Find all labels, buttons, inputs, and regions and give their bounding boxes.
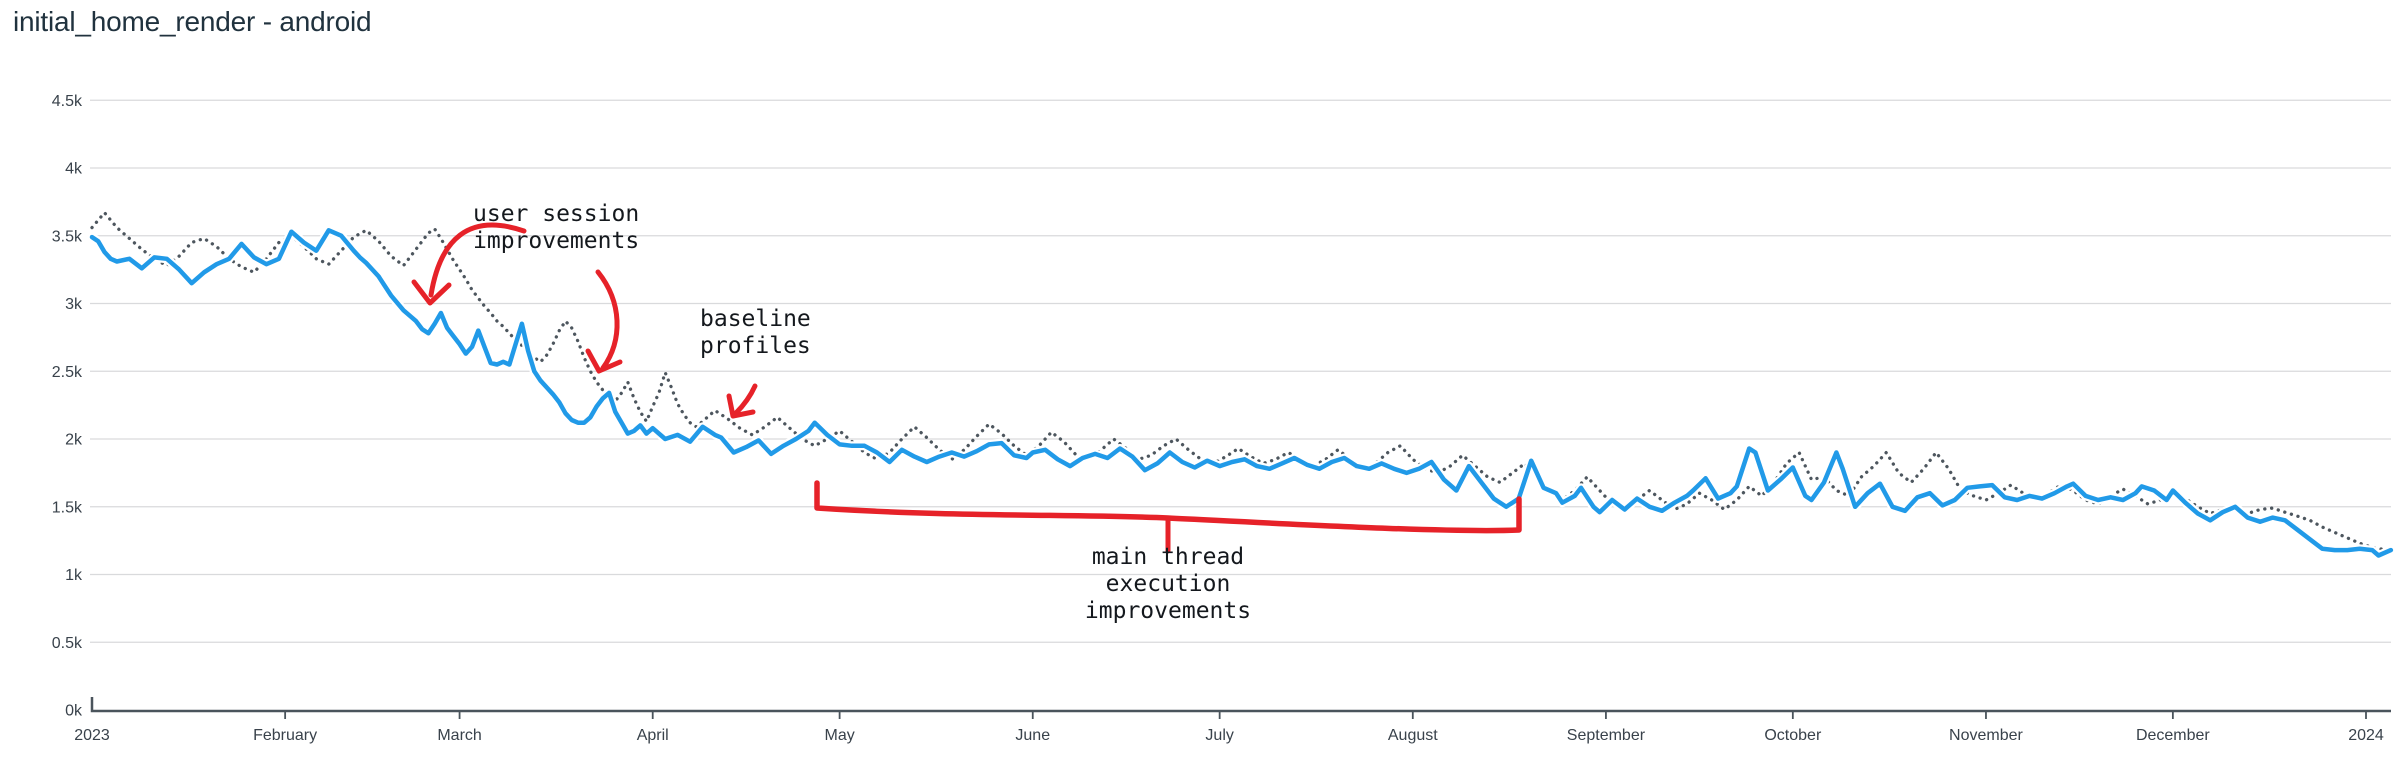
gridlines	[90, 99, 2391, 643]
x-tick-label: August	[1388, 727, 1438, 744]
main-render-time-series	[89, 228, 2394, 558]
y-tick-label: 0k	[65, 703, 83, 720]
x-tick-label: March	[437, 727, 481, 744]
x-tick-label: February	[253, 727, 317, 744]
y-tick-label: 1.5k	[52, 499, 83, 516]
y-axis-labels: 0k 0.5k 1k 1.5k 2k 2.5k 3k 3.5k 4k 4.5k	[52, 93, 83, 720]
y-tick-label: 3k	[65, 296, 83, 313]
y-tick-label: 3.5k	[52, 228, 83, 245]
arrow-baseline-profiles-icon	[733, 383, 758, 416]
y-tick-label: 2.5k	[52, 364, 83, 381]
arrow-baseline-profiles-head-icon	[726, 393, 756, 419]
x-tick-label: September	[1567, 727, 1646, 744]
x-tick-label: June	[1015, 727, 1050, 744]
arrow-user-session-2-icon	[595, 269, 620, 371]
x-tick-label: December	[2136, 727, 2210, 744]
annotation-line: user session	[473, 201, 640, 227]
annotation-line: profiles	[700, 333, 811, 359]
data-series	[89, 211, 2394, 560]
x-tick-label: November	[1949, 727, 2023, 744]
annotation-user-session: user session improvements	[473, 201, 639, 255]
annotation-baseline-profiles: baseline profiles	[700, 306, 811, 360]
annotation-line: improvements	[473, 228, 640, 254]
annotation-main-thread: main thread execution improvements	[1085, 544, 1251, 625]
chart-title: initial_home_render - android	[13, 6, 372, 37]
annotation-line: improvements	[1084, 598, 1252, 624]
x-tick-label: May	[824, 727, 854, 744]
y-tick-label: 2k	[65, 432, 83, 449]
x-tick-label: October	[1764, 727, 1822, 744]
x-tick-label: July	[1205, 727, 1233, 744]
annotation-line: main thread	[1091, 544, 1245, 570]
arrow-user-session-2-head-icon	[585, 348, 623, 374]
y-tick-label: 4k	[65, 161, 83, 178]
y-tick-label: 1k	[65, 567, 83, 584]
x-axis-labels: 2023 February March April May June July August S…	[74, 727, 2384, 744]
arrow-user-session-1-icon	[428, 222, 527, 298]
x-tick-label: 2023	[74, 727, 110, 744]
arrow-user-session-1-head-icon	[411, 279, 452, 306]
x-tick-label: April	[637, 727, 669, 744]
x-tick-label: 2024	[2348, 727, 2384, 744]
y-tick-label: 0.5k	[52, 635, 83, 652]
annotation-line: execution	[1105, 571, 1231, 597]
x-axis	[90, 697, 2391, 719]
y-tick-label: 4.5k	[52, 93, 83, 110]
annotation-line: baseline	[700, 306, 811, 332]
hand-drawn-annotations	[411, 222, 1522, 554]
